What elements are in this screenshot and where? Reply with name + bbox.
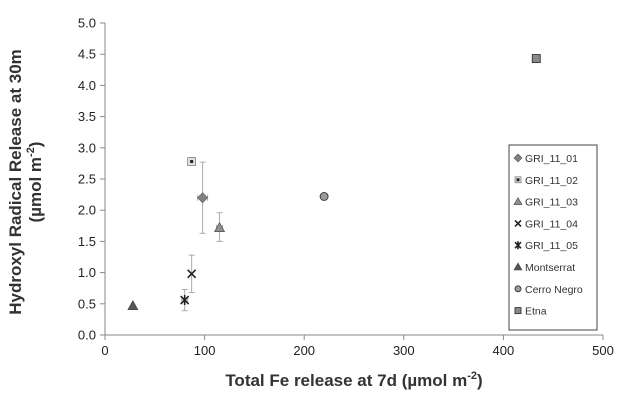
y-tick-label: 5.0 — [78, 16, 96, 31]
legend-marker-1-center — [516, 178, 520, 182]
x-tick-label: 400 — [493, 343, 515, 358]
y-axis-title: Hydroxyl Radical Release at 30m (µmol m-… — [6, 49, 45, 315]
y-tick-label: 4.5 — [78, 47, 96, 62]
legend-marker-2 — [513, 196, 523, 205]
y-tick-label: 3.0 — [78, 140, 96, 155]
data-point-gri-11-02-center — [190, 160, 194, 164]
legend-label: GRI_11_01 — [525, 153, 578, 165]
legend-marker-7 — [514, 307, 522, 315]
data-point-gri-11-05 — [180, 295, 190, 306]
y-tick-label: 3.5 — [78, 109, 96, 124]
x-tick-label: 500 — [592, 343, 614, 358]
y-axis-title-line2: (µmol m-2) — [25, 142, 45, 223]
legend-marker-0 — [513, 153, 523, 163]
data-point-gri-11-01 — [197, 192, 209, 204]
legend-label: Etna — [525, 306, 547, 318]
data-point-gri-11-04 — [187, 269, 197, 279]
y-axis-title-line1: Hydroxyl Radical Release at 30m — [6, 49, 25, 315]
legend-label: GRI_11_04 — [525, 218, 578, 230]
legend-box — [508, 144, 598, 331]
y-tick-label: 1.0 — [78, 265, 96, 280]
data-point-etna — [531, 54, 541, 64]
y-tick-label: 1.5 — [78, 234, 96, 249]
y-tick-label: 4.0 — [78, 78, 96, 93]
legend-label: GRI_11_02 — [525, 175, 578, 187]
legend-marker-4 — [514, 241, 522, 250]
x-tick-label: 0 — [101, 343, 108, 358]
y-tick-label: 2.0 — [78, 203, 96, 218]
x-tick-label: 200 — [293, 343, 315, 358]
data-point-montserrat — [127, 300, 139, 310]
legend-label: GRI_11_05 — [525, 240, 578, 252]
legend-label: Montserrat — [525, 262, 575, 274]
legend-label: GRI_11_03 — [525, 197, 578, 209]
y-tick-label: 0.5 — [78, 296, 96, 311]
data-point-gri-11-03 — [214, 222, 226, 232]
axes: 0.0 0.5 1.0 1.5 2.0 2.5 3.0 3.5 4.0 4.5 5.0 0 100 200… — [78, 16, 614, 359]
data-point-cerro-negro — [319, 192, 329, 201]
legend-label: Cerro Negro — [525, 284, 583, 296]
data-points — [127, 54, 541, 310]
y-tick-label: 0.0 — [78, 328, 96, 343]
x-tick-label: 300 — [393, 343, 415, 358]
y-tick-label: 2.5 — [78, 172, 96, 187]
x-tick-label: 100 — [194, 343, 216, 358]
legend-marker-6 — [514, 285, 522, 293]
legend: GRI_11_01 GRI_11_02 GRI_11_03 GRI_11_04 GRI_… — [508, 144, 598, 331]
legend-marker-5 — [513, 262, 523, 271]
x-axis-title: Total Fe release at 7d (µmol m-2) — [225, 370, 482, 390]
legend-marker-3 — [514, 219, 522, 227]
